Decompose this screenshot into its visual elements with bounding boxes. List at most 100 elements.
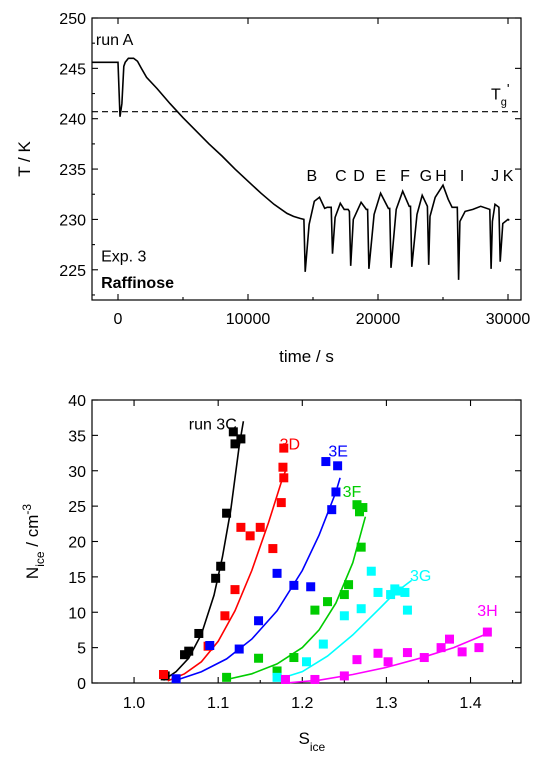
data-point [366,566,376,576]
data-point [254,616,264,626]
data-point [419,653,429,663]
data-point [356,542,366,552]
data-point [230,585,240,595]
data-point [339,590,349,600]
data-point [171,674,181,684]
data-point [220,611,230,621]
data-point [254,653,264,663]
fit-curve [226,516,367,681]
data-point [276,498,286,508]
data-point [474,643,484,653]
data-point [222,672,232,682]
series-label: 3H [477,603,497,620]
run-label: D [353,168,365,185]
fit-curve [272,579,413,682]
data-point [205,641,215,651]
y-tick-label: 0 [77,676,86,693]
data-point [352,500,362,510]
y-tick-label: 25 [68,499,86,516]
data-point [333,461,343,471]
data-point [482,627,492,637]
data-point [236,434,246,444]
y-tick-label: 245 [59,61,86,78]
y-tick-label: 235 [59,162,86,179]
y-tick-label: 30 [68,464,86,481]
run-label: B [307,168,318,185]
series-label: 3F [343,484,362,501]
data-point [203,641,213,651]
data-point [255,522,265,532]
data-point [373,648,383,658]
data-point [400,587,410,597]
data-point [222,508,232,518]
temperature-trace [92,57,510,280]
chart-temperature-vs-time: 0 10000 20000 30000 225 230 235 240 245 250 time /… [15,11,531,366]
data-point [356,604,366,614]
annotation-label: Raffinose [101,275,174,292]
run-label: J [491,168,499,185]
plot-frame [91,17,522,301]
data-point [354,507,364,517]
y-tick-label: 230 [59,212,86,229]
run-label: G [420,168,432,185]
data-point [339,671,349,681]
data-point [289,653,299,663]
tg-label: Tg' [491,81,510,109]
data-point [289,580,299,590]
data-point [373,587,383,597]
data-point [272,568,282,578]
data-point [445,634,454,644]
y-tick-label: 225 [59,263,86,280]
data-point [180,650,190,660]
x-tick-label: 1.2 [291,695,313,712]
x-tick-label: 20000 [356,311,401,328]
x-tick-label: 10000 [226,311,271,328]
data-point [280,674,290,684]
y-tick-label: 10 [68,605,86,622]
data-point [386,590,396,600]
x-tick-label: 30000 [486,311,531,328]
data-point [184,646,194,656]
series-label: 3D [280,437,300,454]
data-point [323,597,333,607]
annotation-label: Exp. 3 [101,249,146,266]
data-point [302,657,311,667]
y-tick-label: 5 [77,641,86,658]
data-point [279,443,289,453]
y-tick-label: 240 [59,112,86,129]
x-axis-label: Sice [299,729,326,754]
data-point [306,582,316,592]
data-point [383,657,393,667]
x-tick-label: 1.3 [375,695,397,712]
fit-curve [163,421,245,681]
plot-frame [91,399,522,684]
y-tick-label: 20 [68,535,86,552]
y-tick-label: 15 [68,570,86,587]
data-point [318,639,328,649]
y-tick-label: 250 [59,11,86,28]
data-point [344,580,354,590]
data-point [228,427,238,437]
run-label: I [460,168,464,185]
run-label: F [400,168,410,185]
x-tick-label: 1.1 [207,695,229,712]
data-point [234,644,244,654]
y-axis-label: T / K [15,141,34,177]
run-label: K [503,168,514,185]
data-point [436,643,446,653]
fit-curve [167,470,287,682]
data-point [160,671,170,681]
data-point [194,628,204,638]
data-point [272,672,282,682]
series-label: 3G [410,568,431,585]
data-point [310,605,320,615]
data-point [272,666,282,676]
data-point [402,648,412,658]
data-point [230,439,240,449]
series-label: run 3C [189,417,237,434]
data-point [339,611,349,621]
x-tick-label: 1.4 [459,695,481,712]
data-point [278,462,288,472]
data-point [457,647,467,657]
data-point [236,522,246,532]
